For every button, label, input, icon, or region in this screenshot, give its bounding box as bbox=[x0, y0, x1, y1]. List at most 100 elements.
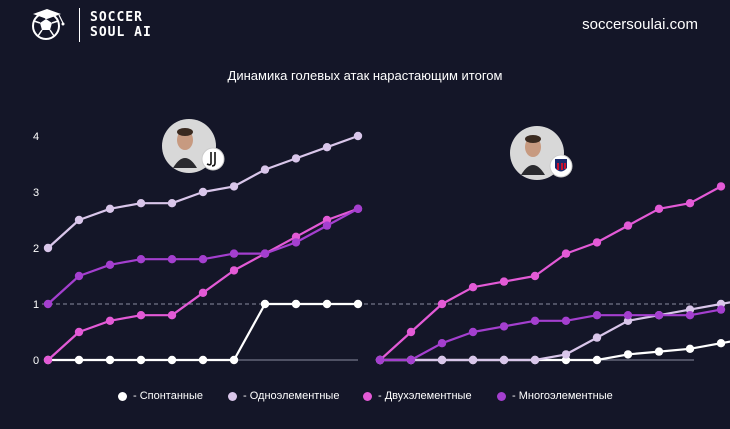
data-point bbox=[136, 255, 146, 264]
logo-separator bbox=[79, 8, 80, 42]
data-point bbox=[198, 355, 208, 365]
data-point bbox=[685, 311, 695, 320]
data-point bbox=[136, 199, 146, 208]
data-point bbox=[437, 299, 447, 309]
data-point bbox=[499, 355, 509, 365]
data-point bbox=[654, 347, 664, 356]
data-point bbox=[353, 204, 363, 213]
series-layer bbox=[43, 131, 730, 365]
data-point bbox=[260, 299, 270, 309]
data-point bbox=[499, 322, 509, 331]
legend-item-multi-element: - Многоэлементные bbox=[497, 390, 613, 402]
logo-line1: SOCCER bbox=[90, 10, 143, 25]
legend-label-two-element: - Двухэлементные bbox=[378, 390, 472, 402]
data-point bbox=[437, 339, 447, 348]
legend-label-spontaneous: - Спонтанные bbox=[133, 390, 204, 402]
legend-item-two-element: - Двухэлементные bbox=[363, 390, 472, 402]
data-point bbox=[74, 215, 84, 225]
data-point bbox=[74, 355, 84, 365]
logo-line2: SOUL AI bbox=[90, 25, 152, 40]
legend-item-one-element: - Одноэлементные bbox=[228, 390, 339, 402]
data-point bbox=[592, 355, 602, 365]
data-point bbox=[291, 299, 301, 309]
data-point bbox=[260, 165, 270, 174]
data-point bbox=[105, 316, 115, 325]
data-point bbox=[229, 182, 239, 191]
y-tick-label: 2 bbox=[33, 243, 39, 255]
data-point bbox=[654, 311, 664, 320]
data-point bbox=[592, 311, 602, 320]
data-point bbox=[716, 305, 726, 314]
series-one-element bbox=[375, 299, 730, 365]
data-point bbox=[43, 299, 53, 309]
data-point bbox=[105, 260, 115, 269]
data-point bbox=[322, 143, 332, 152]
y-tick-label: 3 bbox=[33, 187, 39, 199]
data-point bbox=[592, 238, 602, 247]
data-point bbox=[468, 327, 478, 337]
y-tick-label: 1 bbox=[33, 299, 39, 311]
data-point bbox=[291, 238, 301, 247]
legend-dot-multi-element bbox=[497, 391, 506, 401]
data-point bbox=[229, 249, 239, 258]
data-point bbox=[229, 266, 239, 275]
data-point bbox=[198, 187, 208, 197]
data-point bbox=[716, 339, 726, 348]
series-two-element bbox=[375, 182, 726, 365]
coach-bologna-avatar bbox=[510, 126, 573, 180]
logo: SOCCER SOUL AI bbox=[25, 8, 152, 42]
series-line bbox=[379, 185, 722, 361]
data-point bbox=[353, 131, 363, 141]
legend-dot-two-element bbox=[363, 391, 372, 401]
data-point bbox=[561, 316, 571, 325]
data-point bbox=[437, 355, 447, 365]
data-point bbox=[167, 199, 177, 208]
coach-avatars bbox=[162, 119, 573, 180]
logo-text: SOCCER SOUL AI bbox=[90, 10, 152, 40]
data-point bbox=[198, 288, 208, 297]
data-point bbox=[43, 243, 53, 253]
data-point bbox=[43, 355, 53, 365]
data-point bbox=[105, 355, 115, 365]
data-point bbox=[353, 299, 363, 309]
data-point bbox=[167, 311, 177, 320]
legend-dot-spontaneous bbox=[118, 391, 127, 401]
data-point bbox=[561, 350, 571, 359]
data-point bbox=[561, 249, 571, 258]
series-line bbox=[48, 302, 358, 362]
series-line bbox=[47, 207, 359, 361]
data-point bbox=[623, 221, 633, 230]
data-point bbox=[74, 271, 84, 281]
coach-juventus-avatar bbox=[162, 119, 225, 173]
legend-label-multi-element: - Многоэлементные bbox=[512, 390, 613, 402]
soccer-ball-graduation-cap-icon bbox=[32, 9, 65, 40]
data-point bbox=[468, 283, 478, 292]
data-point bbox=[592, 333, 602, 342]
data-point bbox=[406, 327, 416, 337]
data-point bbox=[136, 311, 146, 320]
data-point bbox=[406, 355, 416, 365]
data-point bbox=[499, 277, 509, 286]
data-point bbox=[530, 355, 540, 365]
data-point bbox=[198, 255, 208, 264]
series-multi-element bbox=[43, 204, 363, 309]
data-point bbox=[654, 204, 664, 213]
y-tick-label: 4 bbox=[33, 131, 39, 143]
legend: - Спонтанные - Одноэлементные - Двухэлем… bbox=[0, 390, 730, 410]
series-multi-element bbox=[375, 305, 726, 365]
data-point bbox=[291, 154, 301, 163]
data-point bbox=[322, 299, 332, 309]
data-point bbox=[229, 355, 239, 365]
data-point bbox=[530, 271, 540, 281]
data-point bbox=[375, 355, 385, 365]
data-point bbox=[623, 311, 633, 320]
site-url[interactable]: soccersoulai.com bbox=[582, 16, 698, 33]
data-point bbox=[260, 249, 270, 258]
data-point bbox=[623, 350, 633, 359]
y-tick-label: 0 bbox=[33, 355, 39, 367]
legend-label-one-element: - Одноэлементные bbox=[243, 390, 340, 402]
data-point bbox=[530, 316, 540, 325]
axes: 0 1 2 3 4 bbox=[33, 131, 694, 367]
data-point bbox=[685, 344, 695, 353]
series-spontaneous bbox=[43, 299, 363, 365]
